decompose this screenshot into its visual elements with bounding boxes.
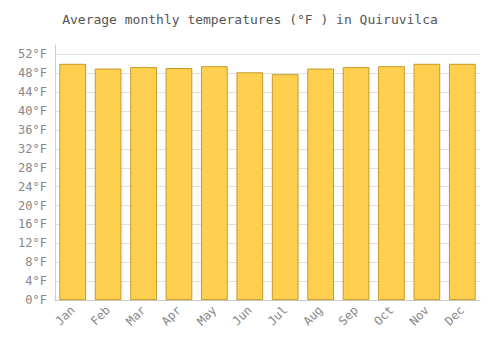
svg-text:Aug: Aug — [300, 303, 325, 328]
svg-text:16°F: 16°F — [18, 217, 47, 231]
svg-text:Apr: Apr — [159, 303, 184, 328]
svg-text:Oct: Oct — [371, 303, 396, 328]
svg-text:28°F: 28°F — [18, 161, 47, 175]
svg-text:20°F: 20°F — [18, 199, 47, 213]
svg-text:36°F: 36°F — [18, 123, 47, 137]
svg-text:Feb: Feb — [88, 303, 113, 328]
svg-text:Jul: Jul — [265, 303, 290, 328]
svg-text:4°F: 4°F — [25, 274, 47, 288]
svg-text:24°F: 24°F — [18, 180, 47, 194]
svg-text:Dec: Dec — [442, 303, 467, 328]
svg-text:12°F: 12°F — [18, 236, 47, 250]
svg-text:8°F: 8°F — [25, 255, 47, 269]
svg-text:Jun: Jun — [230, 303, 255, 328]
svg-text:Sep: Sep — [336, 303, 361, 328]
svg-text:Mar: Mar — [123, 303, 148, 328]
svg-text:44°F: 44°F — [18, 85, 47, 99]
svg-text:48°F: 48°F — [18, 66, 47, 80]
svg-text:May: May — [194, 303, 219, 328]
svg-text:32°F: 32°F — [18, 142, 47, 156]
svg-text:40°F: 40°F — [18, 104, 47, 118]
svg-text:Nov: Nov — [407, 303, 432, 328]
svg-text:0°F: 0°F — [25, 293, 47, 307]
svg-text:Jan: Jan — [52, 303, 77, 328]
svg-text:52°F: 52°F — [18, 47, 47, 61]
svg-text:Average monthly temperatures (: Average monthly temperatures (°F ) in Qu… — [62, 12, 438, 27]
